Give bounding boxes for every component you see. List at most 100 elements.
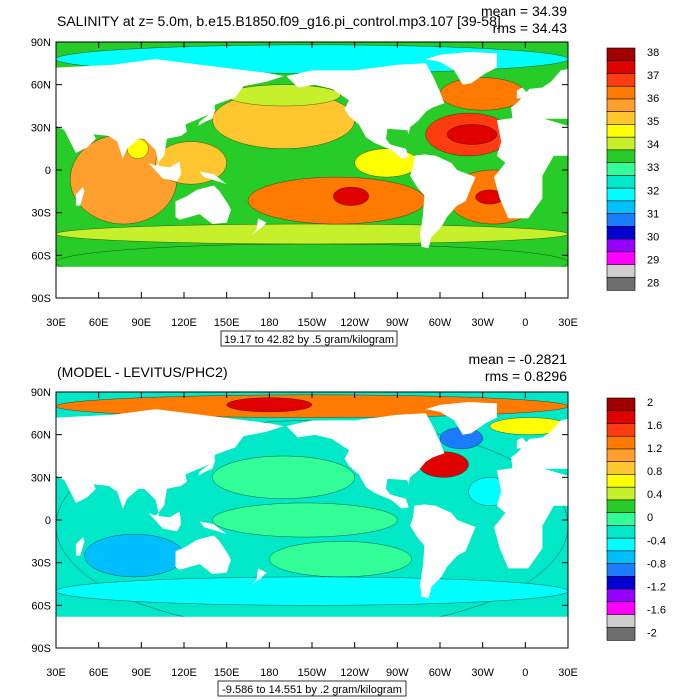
colorbar-label: 0.4 xyxy=(647,489,662,501)
y-tick-label: 60S xyxy=(31,600,51,612)
x-tick-label: 180 xyxy=(260,317,278,329)
x-tick-label: 150W xyxy=(298,667,327,679)
x-tick-label: 0 xyxy=(522,317,528,329)
colorbar: 38 37 36 35 34 33 32 31 30 29 28 xyxy=(606,47,659,291)
land-polygon xyxy=(250,218,267,236)
x-tick-label: 150W xyxy=(298,317,327,329)
land-polygon xyxy=(425,52,497,85)
region-north-atlantic-salinity-max xyxy=(446,124,498,145)
chart-title: SALINITY at z= 5.0m, b.e15.B1850.f09_g16… xyxy=(57,13,501,29)
colorbar-label: 28 xyxy=(647,277,659,289)
colorbar-swatch xyxy=(606,614,636,628)
land-polygon xyxy=(511,69,568,119)
colorbar-swatch xyxy=(606,499,636,514)
colorbar-swatch xyxy=(606,576,636,590)
colorbar-label: -1.2 xyxy=(647,581,666,593)
region-south-pacific xyxy=(269,541,412,578)
y-ticks: 90N 60N 30N 0 30S 60S 90S xyxy=(31,387,568,655)
land-polygon xyxy=(494,117,568,219)
x-tick-label: 30E xyxy=(558,317,578,329)
region-sub-polar-south-band xyxy=(56,223,568,245)
land-polygon xyxy=(56,409,284,519)
colorbar-label: 1.6 xyxy=(647,420,662,432)
colorbar-label: -0.4 xyxy=(647,535,666,547)
region-north-pacific-subarctic xyxy=(226,84,341,107)
colorbar-swatch xyxy=(606,136,636,151)
colorbar-swatch xyxy=(606,98,636,113)
colorbar: 2 1.6 1.2 0.8 0.4 0 -0.4 -0.8 -1.2 -1.6 -2 xyxy=(606,397,666,641)
colorbar-swatch xyxy=(606,525,636,539)
land-polygon xyxy=(64,127,96,153)
colorbar-swatch xyxy=(606,187,636,202)
colorbar-label: 36 xyxy=(647,93,659,105)
map-area xyxy=(56,392,568,648)
colorbar-swatch xyxy=(606,461,636,476)
region-nordic-seas xyxy=(489,417,568,435)
land-polygon xyxy=(175,535,231,574)
land-polygon xyxy=(199,521,227,535)
land-polygon xyxy=(425,402,497,435)
colorbar-swatch xyxy=(606,73,636,87)
x-tick-label: 60E xyxy=(89,667,109,679)
y-tick-label: 60N xyxy=(31,80,51,92)
x-tick-label: 30E xyxy=(558,667,578,679)
y-tick-label: 60N xyxy=(31,430,51,442)
contour-info: -9.586 to 14.551 by .2 gram/kilogram xyxy=(222,684,402,696)
colorbar-label: 33 xyxy=(647,162,659,174)
x-tick-label: 30W xyxy=(471,667,494,679)
colorbar-label: 29 xyxy=(647,254,659,266)
x-tick-label: 0 xyxy=(522,667,528,679)
colorbar-swatch xyxy=(606,435,636,450)
contour-info-box xyxy=(220,330,398,347)
x-tick-label: 30W xyxy=(471,317,494,329)
colorbar-label: 38 xyxy=(647,47,659,59)
x-tick-label: 90W xyxy=(386,317,409,329)
colorbar-swatch xyxy=(606,512,636,527)
land-masses xyxy=(56,402,568,648)
colorbar-label: 2 xyxy=(647,397,653,409)
y-ticks: 90N 60N 30N 0 30S 60S 90S xyxy=(31,37,568,305)
y-tick-label: 60S xyxy=(31,250,51,262)
y-tick-label: 30N xyxy=(31,472,51,484)
contour-info: 19.17 to 42.82 by .5 gram/kilogram xyxy=(224,334,394,346)
land-polygon xyxy=(56,59,284,169)
contour-info-box xyxy=(217,680,407,697)
colorbar-swatch xyxy=(606,175,636,189)
x-tick-label: 90E xyxy=(132,317,152,329)
stat-mean: mean = -0.2821 xyxy=(469,351,568,367)
region-south-pacific-salinity-max xyxy=(333,186,370,206)
colorbar-label: -1.6 xyxy=(647,604,666,616)
land-polygon xyxy=(198,456,216,476)
land-masses xyxy=(56,52,568,298)
y-tick-label: 0 xyxy=(45,515,51,527)
y-tick-label: 30S xyxy=(31,558,51,570)
colorbar-swatch xyxy=(606,276,636,291)
land-polygon xyxy=(516,437,529,449)
colorbar-swatch xyxy=(606,448,636,463)
x-tick-label: 90W xyxy=(386,667,409,679)
colorbar-label: 34 xyxy=(647,139,659,151)
colorbar-label: 37 xyxy=(647,70,659,82)
y-tick-label: 30S xyxy=(31,208,51,220)
colorbar-label: 0.8 xyxy=(647,466,662,478)
x-tick-label: 60E xyxy=(89,317,109,329)
colorbar-swatch xyxy=(606,397,636,412)
colorbar-swatch xyxy=(606,251,636,266)
x-tick-label: 150E xyxy=(214,667,240,679)
colorbar-swatch xyxy=(606,85,636,100)
land-polygon xyxy=(511,419,568,469)
stat-rms: rms = 0.8296 xyxy=(485,368,567,384)
x-ticks: 30E 60E 90E 120E 150E 180 150W 120W 90W 60W 30W 0 30… xyxy=(46,392,578,679)
chart-title: (MODEL - LEVITUS/PHC2) xyxy=(57,364,228,380)
colorbar-swatch xyxy=(606,47,636,62)
x-tick-label: 30E xyxy=(46,317,66,329)
region-north-pacific xyxy=(212,455,355,499)
colorbar-swatch xyxy=(606,149,636,164)
land-polygon xyxy=(75,187,85,206)
colorbar-label: 31 xyxy=(647,208,659,220)
colorbar-swatch xyxy=(606,226,636,240)
land-polygon xyxy=(410,504,476,599)
stat-mean: mean = 34.39 xyxy=(481,3,567,19)
region-southern-band xyxy=(56,576,568,606)
